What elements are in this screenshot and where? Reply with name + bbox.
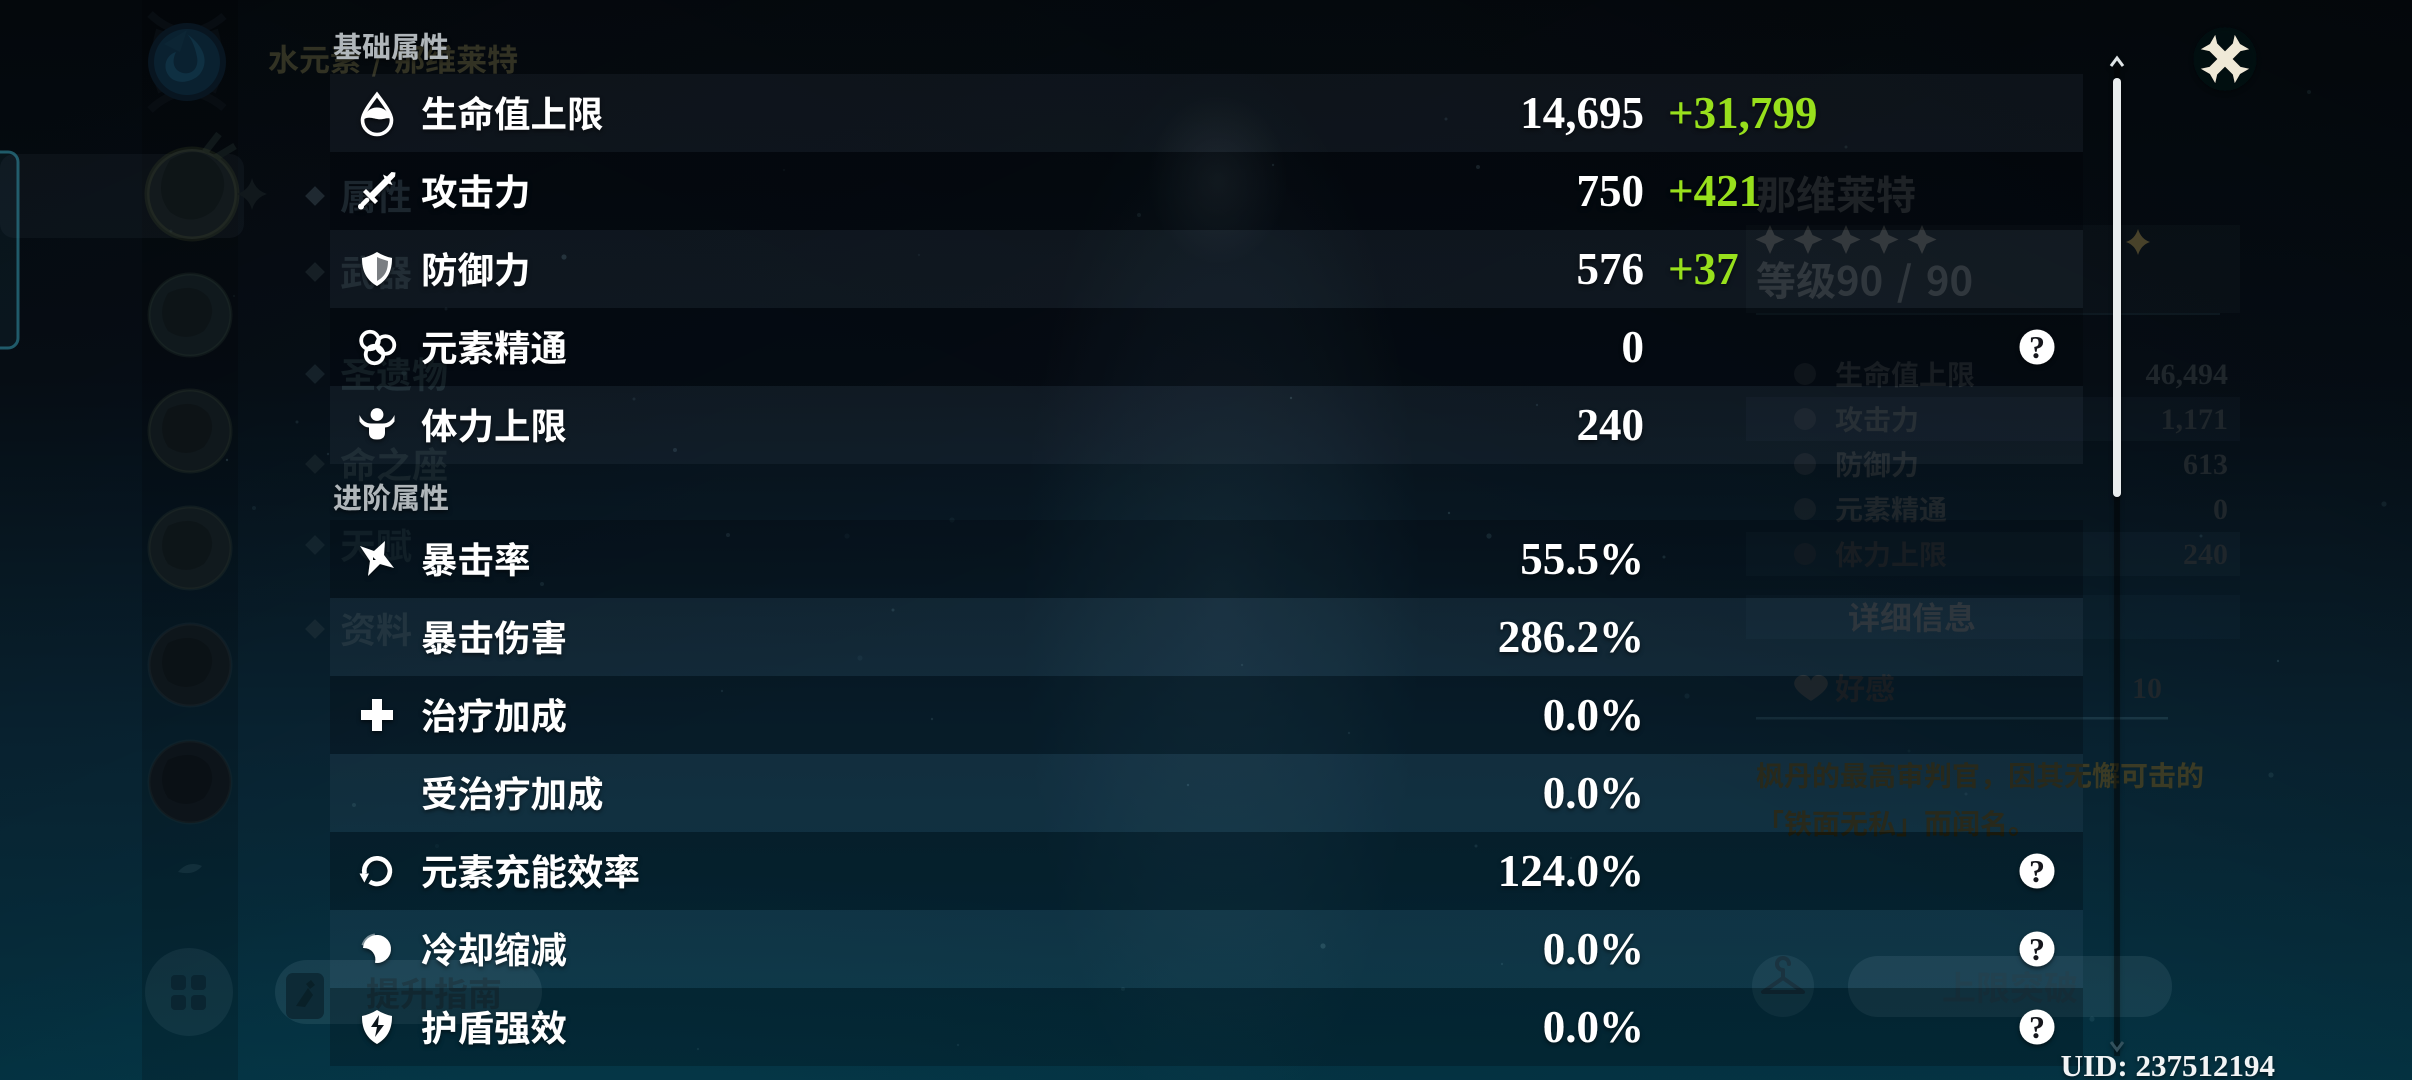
svg-text:?: ? bbox=[2029, 853, 2045, 889]
svg-text:0.0%: 0.0% bbox=[1543, 768, 1644, 818]
svg-text:10: 10 bbox=[2132, 672, 2162, 705]
svg-text:613: 613 bbox=[2183, 448, 2228, 481]
svg-text:240: 240 bbox=[1577, 400, 1645, 450]
svg-text:14,695: 14,695 bbox=[1520, 88, 1644, 138]
svg-text:286.2%: 286.2% bbox=[1498, 612, 1644, 662]
svg-text:?: ? bbox=[2029, 931, 2045, 967]
svg-text:240: 240 bbox=[2183, 538, 2228, 571]
svg-text:55.5%: 55.5% bbox=[1520, 534, 1644, 584]
svg-text:?: ? bbox=[2029, 329, 2045, 365]
svg-text:UID: 237512194: UID: 237512194 bbox=[2061, 1048, 2275, 1080]
svg-text:+31,799: +31,799 bbox=[1668, 88, 1817, 138]
svg-text:0.0%: 0.0% bbox=[1543, 1002, 1644, 1052]
svg-text:0: 0 bbox=[2213, 493, 2228, 526]
svg-text:?: ? bbox=[2029, 1009, 2045, 1045]
svg-text:0.0%: 0.0% bbox=[1543, 924, 1644, 974]
svg-text:+421: +421 bbox=[1668, 166, 1761, 216]
svg-text:124.0%: 124.0% bbox=[1498, 846, 1644, 896]
svg-text:576: 576 bbox=[1577, 244, 1645, 294]
svg-text:0.0%: 0.0% bbox=[1543, 690, 1644, 740]
svg-text:750: 750 bbox=[1577, 166, 1645, 216]
svg-text:46,494: 46,494 bbox=[2146, 358, 2229, 391]
svg-text:0: 0 bbox=[1622, 322, 1645, 372]
svg-text:+37: +37 bbox=[1668, 244, 1739, 294]
svg-text:1,171: 1,171 bbox=[2161, 403, 2229, 436]
